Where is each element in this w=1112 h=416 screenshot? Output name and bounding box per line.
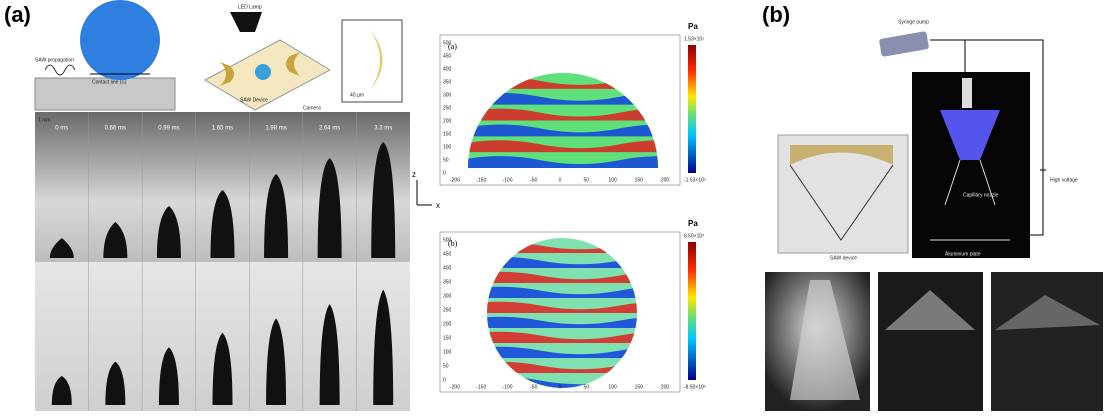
y-tick-label: 300 bbox=[443, 293, 452, 299]
label: SAW Device bbox=[240, 97, 268, 103]
x-tick-label: -150 bbox=[476, 384, 486, 390]
unit: Pa bbox=[688, 22, 698, 31]
x-tick-label: -50 bbox=[530, 177, 537, 183]
y-tick-label: 200 bbox=[443, 118, 452, 124]
x-tick-label: 200 bbox=[661, 177, 670, 183]
x-tick-label: -50 bbox=[530, 384, 537, 390]
x-tick-label: -200 bbox=[450, 384, 460, 390]
y-tick-label: 350 bbox=[443, 79, 452, 85]
y-tick-label: 400 bbox=[443, 66, 452, 72]
panel-label: (b) bbox=[762, 2, 790, 27]
colorbar-max: 8.50×10³ bbox=[684, 233, 704, 239]
time-label: 0 ms bbox=[55, 126, 68, 132]
x-tick-label: 0 bbox=[559, 177, 562, 183]
scale-label: 1 mm bbox=[38, 117, 51, 123]
y-tick-label: 150 bbox=[443, 131, 452, 137]
x-tick-label: 0 bbox=[559, 384, 562, 390]
label: SAW device bbox=[830, 255, 857, 261]
y-tick-label: 400 bbox=[443, 265, 452, 271]
label: LED Lamp bbox=[238, 4, 262, 10]
time-label: 1.65 ms bbox=[212, 126, 233, 132]
x-tick-label: 150 bbox=[635, 177, 644, 183]
time-label: 2.64 ms bbox=[319, 126, 340, 132]
y-tick-label: 50 bbox=[443, 157, 449, 163]
label: Aluminium plate bbox=[945, 251, 981, 257]
y-tick-label: 450 bbox=[443, 251, 452, 257]
droplet-schematic: SAW propagation Contact line (cₗ) bbox=[35, 0, 175, 110]
y-tick-label: 350 bbox=[443, 279, 452, 285]
y-tick-label: 150 bbox=[443, 335, 452, 341]
y-tick-label: 300 bbox=[443, 92, 452, 98]
y-tick-label: 250 bbox=[443, 307, 452, 313]
setup-schematic: Syringe pump Capillary nozzle Aluminium … bbox=[778, 19, 1078, 261]
x-tick-label: 50 bbox=[583, 177, 589, 183]
colorbar bbox=[688, 242, 696, 380]
y-tick-label: 0 bbox=[443, 170, 446, 176]
colorbar-min: -8.50×10³ bbox=[684, 384, 706, 390]
x-tick-label: 50 bbox=[583, 384, 589, 390]
time-label: 0.66 ms bbox=[105, 126, 126, 132]
label: 40 µm bbox=[350, 92, 364, 98]
x-tick-label: 100 bbox=[608, 384, 617, 390]
x-tick-label: 150 bbox=[635, 384, 644, 390]
x-tick-label: 100 bbox=[608, 177, 617, 183]
y-tick-label: 450 bbox=[443, 53, 452, 59]
unit: Pa bbox=[688, 219, 698, 228]
label: Camera bbox=[303, 105, 321, 111]
y-tick-label: 50 bbox=[443, 363, 449, 369]
y-tick-label: 0 bbox=[443, 377, 446, 383]
plot-label: (b) bbox=[448, 239, 458, 248]
device-schematic: LED Lamp SAW Device Camera 40 µm bbox=[205, 4, 402, 111]
x-tick-label: -200 bbox=[450, 177, 460, 183]
time-label: 3.3 ms bbox=[374, 126, 392, 132]
x-tick-label: -100 bbox=[502, 177, 512, 183]
label: Contact line (cₗ) bbox=[92, 79, 127, 85]
figure: (a) SAW propagation Contact line (cₗ) LE… bbox=[0, 0, 1112, 411]
y-tick-label: 100 bbox=[443, 349, 452, 355]
panel-label: (a) bbox=[4, 2, 31, 27]
label: SAW propagation bbox=[35, 57, 74, 63]
x-tick-label: -150 bbox=[476, 177, 486, 183]
label: High voltage bbox=[1050, 177, 1078, 183]
x-tick-label: -100 bbox=[502, 384, 512, 390]
colorbar-max: 1.53×10⁵ bbox=[684, 36, 704, 42]
y-tick-label: 100 bbox=[443, 144, 452, 150]
axis-label: x bbox=[436, 201, 440, 210]
axis-label: z bbox=[412, 170, 416, 179]
time-label: 0.99 ms bbox=[158, 126, 179, 132]
label: Capillary nozzle bbox=[963, 192, 999, 198]
time-label: 1.98 ms bbox=[265, 126, 286, 132]
y-tick-label: 200 bbox=[443, 321, 452, 327]
label: Syringe pump bbox=[898, 19, 929, 25]
plot-label: (a) bbox=[448, 42, 457, 51]
spray-photos bbox=[765, 272, 1103, 411]
y-tick-label: 250 bbox=[443, 105, 452, 111]
colorbar bbox=[688, 45, 696, 173]
colorbar-min: -1.53×10⁵ bbox=[684, 177, 706, 183]
x-tick-label: 200 bbox=[661, 384, 670, 390]
